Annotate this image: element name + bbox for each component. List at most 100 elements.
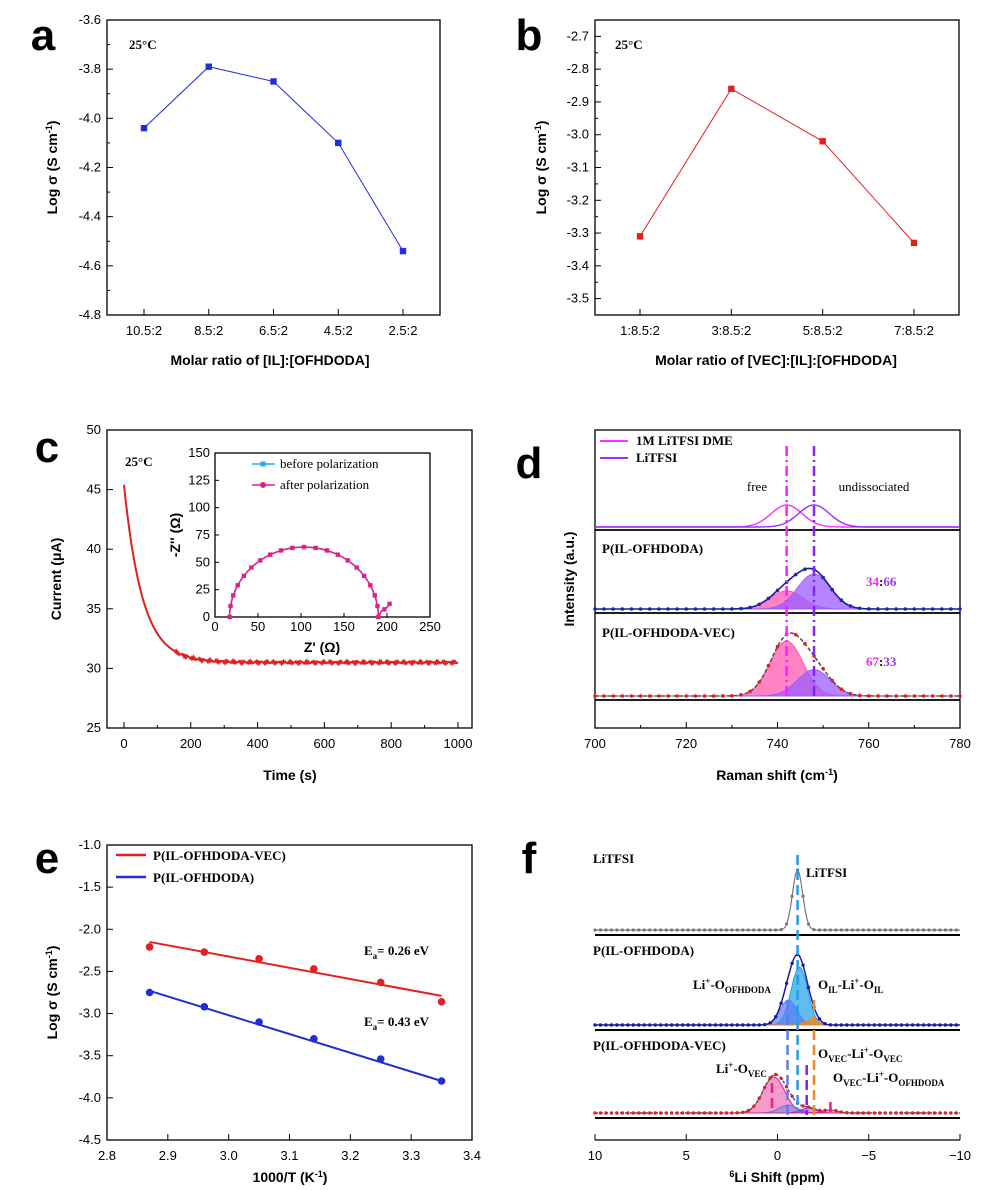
raman-data-point	[958, 694, 962, 698]
litfsi-data-point	[889, 928, 893, 932]
litfsi-data-point	[900, 928, 904, 932]
x-tick-label: 3.2	[341, 1148, 359, 1163]
data-point	[376, 978, 385, 987]
data-point	[784, 981, 789, 986]
raman-data-point	[839, 598, 844, 603]
after-polarization-point	[235, 583, 240, 588]
ovec-li-oofhdoda-label-part-5: OFHDODA	[898, 1078, 944, 1088]
after-polarization-point	[387, 601, 392, 607]
litfsi-data-point	[779, 928, 783, 932]
x-axis-label-part-2: )	[833, 767, 838, 783]
y-tick-label: -4.5	[79, 1132, 101, 1147]
oil-li-oil-label-part-2: -Li	[838, 977, 855, 992]
ovec-li-ovec-label-part-4: -O	[869, 1046, 883, 1061]
legend-label: after polarization	[280, 477, 370, 492]
y-tick-label: -2.5	[79, 963, 101, 978]
x-tick-label: 720	[675, 736, 697, 751]
litfsi-data-point	[949, 928, 953, 932]
raman-data-point	[666, 694, 670, 698]
raman-data-point	[803, 641, 807, 646]
litfsi-data-point	[806, 922, 811, 926]
raman-data-point	[675, 694, 679, 698]
data-point	[779, 1076, 783, 1081]
raman-data-point	[857, 606, 862, 611]
x-axis-label-part-0: 1000/T (K	[253, 1169, 315, 1185]
litfsi-data-point	[768, 928, 772, 932]
x-tick-label: −5	[861, 1148, 876, 1163]
data-point	[615, 1023, 619, 1027]
raman-data-point	[720, 607, 725, 611]
data-point	[310, 965, 318, 973]
data-point	[615, 1111, 619, 1115]
after-polarization-point	[368, 583, 373, 588]
raman-data-point	[848, 691, 853, 696]
ovec-li-oofhdoda-label-part-4: -O	[884, 1070, 898, 1085]
litfsi-data-point	[670, 928, 674, 932]
litfsi-data-point	[894, 928, 898, 932]
x-axis-label-part-1: -1	[315, 1169, 323, 1179]
raman-data-point	[885, 694, 889, 698]
raman-data-point	[876, 607, 880, 611]
x-axis-label-part-2: )	[323, 1169, 328, 1185]
current-decay-line	[123, 484, 459, 667]
panel-b: -2.7 -2.8 -2.9 -3.0 -3.1 -3.2 -3.3 -3.4 -3.5 1:8.…	[516, 11, 960, 368]
data-point	[598, 1023, 603, 1027]
data-point	[905, 1023, 909, 1027]
x-tick-label: 200	[180, 736, 202, 751]
data-point	[270, 78, 277, 85]
litfsi-data-point	[943, 928, 948, 932]
litfsi-data-point	[664, 928, 668, 932]
data-point	[626, 1111, 630, 1115]
raman-data-point	[930, 607, 935, 611]
data-point	[943, 1111, 948, 1115]
x-tick-label: 0	[774, 1148, 781, 1163]
x-tick-label: 5	[683, 1148, 690, 1163]
data-point	[856, 1111, 860, 1115]
y-tick-label: -4.4	[79, 209, 101, 224]
oil-li-oil-label-part-4: -O	[859, 977, 873, 992]
inset-y-tick-label: 75	[196, 527, 210, 542]
data-point	[861, 1111, 865, 1115]
data-point	[894, 1111, 898, 1115]
data-point	[878, 1111, 882, 1115]
after-polarization-point	[231, 593, 236, 598]
li-ovec-label-part-1: +	[728, 1060, 733, 1070]
oil-li-oil-label-part-0: O	[818, 977, 828, 992]
data-point	[801, 1104, 805, 1108]
y-tick-label: -3.0	[567, 127, 589, 142]
raman-data-point	[720, 694, 725, 698]
panel-label: a	[31, 11, 56, 60]
litfsi-data-point	[938, 928, 942, 932]
raman-data-point	[593, 607, 597, 611]
data-point	[637, 1023, 641, 1027]
raman-data-point	[647, 607, 652, 611]
data-point	[140, 124, 148, 132]
data-point	[883, 1111, 887, 1115]
data-point	[910, 239, 918, 247]
data-point	[894, 1023, 898, 1027]
oil-li-oil-label-part-5: IL	[874, 985, 884, 995]
data-point	[757, 1023, 761, 1027]
y-tick-label: -3.4	[567, 258, 589, 273]
ratio-sep: :	[879, 654, 883, 669]
x-tick-label: 3.1	[280, 1148, 298, 1163]
inset-y-tick-label: 125	[188, 472, 210, 487]
temperature-label: 25°C	[125, 454, 153, 469]
inset-x-tick-label: 150	[333, 619, 355, 634]
litfsi-peak-label: LiTFSI	[806, 865, 847, 880]
data-point	[730, 1023, 734, 1027]
raman-data-point	[803, 567, 807, 571]
data-point	[642, 1023, 646, 1027]
x-tick-label: 800	[380, 736, 402, 751]
ovec-li-ovec-label-part-3: +	[864, 1045, 869, 1055]
raman-data-point	[921, 607, 926, 611]
inset-y-tick-label: 100	[188, 500, 210, 515]
legend-label: 1M LiTFSI DME	[636, 433, 733, 448]
ovec-li-ovec-label-part-1: VEC	[828, 1054, 847, 1064]
data-point	[872, 1111, 876, 1115]
x-axis-label-part-0: Raman shift (cm	[716, 767, 825, 783]
ovec-li-oofhdoda-label-part-0: O	[833, 1070, 843, 1085]
data-point	[949, 1023, 953, 1027]
data-point	[609, 1023, 614, 1027]
